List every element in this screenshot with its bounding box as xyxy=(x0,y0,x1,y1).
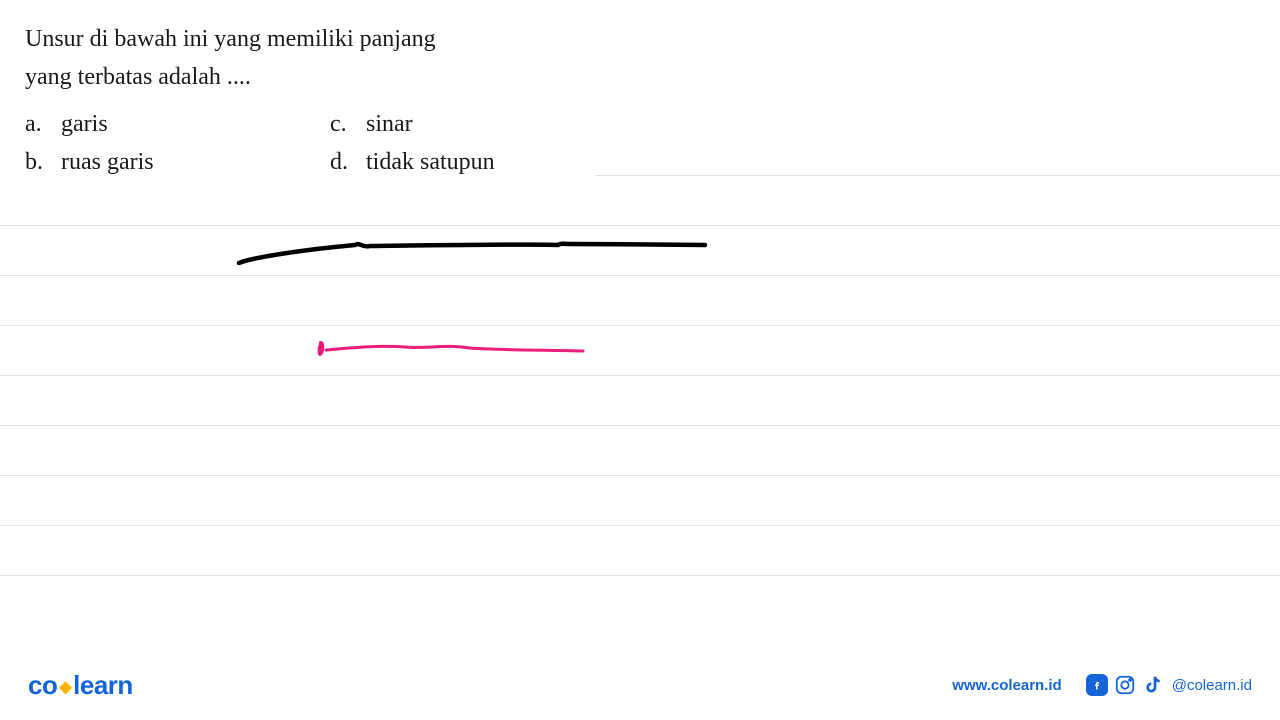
social-handle: @colearn.id xyxy=(1172,677,1252,694)
ruled-line xyxy=(0,275,1280,325)
logo-left: co xyxy=(28,670,57,700)
ruled-line xyxy=(0,525,1280,575)
options-col-left: a. garis b. ruas garis xyxy=(25,105,330,182)
option-c-text: sinar xyxy=(366,105,413,143)
options: a. garis b. ruas garis c. sinar d. tidak… xyxy=(25,105,1255,182)
facebook-icon[interactable] xyxy=(1086,674,1108,696)
question-line-2: yang terbatas adalah .... xyxy=(25,58,605,96)
logo: co◆learn xyxy=(28,670,133,701)
ruled-line xyxy=(595,175,1280,225)
question-area: Unsur di bawah ini yang memiliki panjang… xyxy=(0,0,1280,192)
question-text: Unsur di bawah ini yang memiliki panjang… xyxy=(25,20,605,97)
options-col-right: c. sinar d. tidak satupun xyxy=(330,105,495,182)
question-line-1: Unsur di bawah ini yang memiliki panjang xyxy=(25,20,605,58)
tiktok-icon[interactable] xyxy=(1142,674,1164,696)
footer: co◆learn www.colearn.id @colearn.id xyxy=(0,650,1280,720)
option-a-letter: a. xyxy=(25,105,45,143)
logo-right: learn xyxy=(73,670,133,700)
ruled-line xyxy=(0,325,1280,375)
instagram-icon[interactable] xyxy=(1114,674,1136,696)
social-icons: @colearn.id xyxy=(1086,674,1252,696)
ruled-line xyxy=(0,375,1280,425)
option-a: a. garis xyxy=(25,105,330,143)
option-c: c. sinar xyxy=(330,105,495,143)
ruled-line xyxy=(0,225,1280,275)
footer-right: www.colearn.id @colearn.id xyxy=(952,674,1252,696)
website-link[interactable]: www.colearn.id xyxy=(952,677,1061,694)
logo-dot-icon: ◆ xyxy=(57,679,73,696)
ruled-area xyxy=(0,175,1280,625)
ruled-line xyxy=(0,425,1280,475)
option-a-text: garis xyxy=(61,105,108,143)
ruled-line xyxy=(0,475,1280,525)
ruled-line xyxy=(0,575,1280,625)
option-c-letter: c. xyxy=(330,105,350,143)
